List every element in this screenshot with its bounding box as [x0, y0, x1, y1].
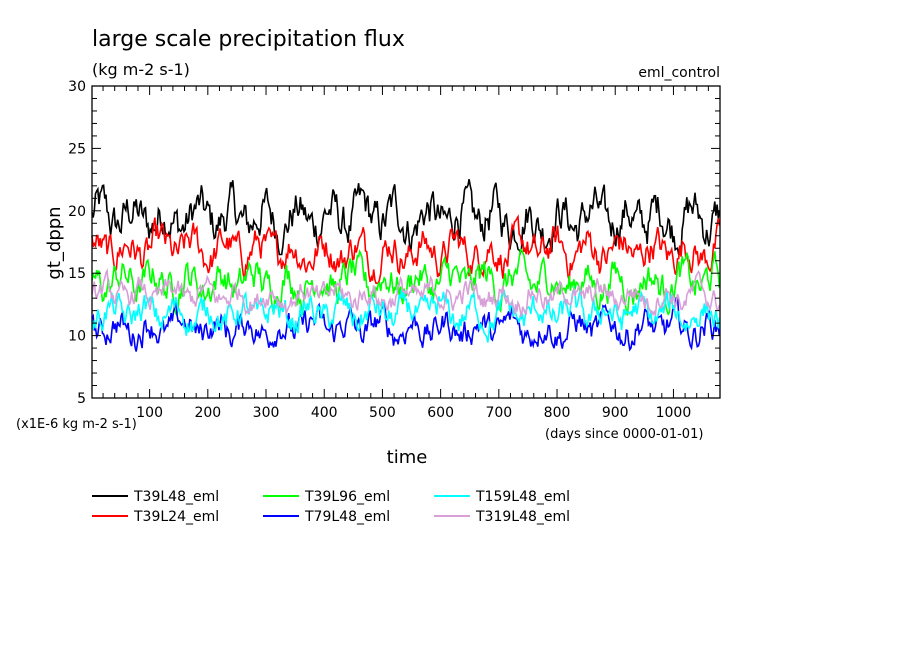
legend-label: T319L48_eml	[475, 509, 570, 525]
x-tick-label: 200	[194, 405, 221, 421]
x-tick-label: 600	[427, 405, 454, 421]
x-tick-label: 500	[369, 405, 396, 421]
series-line-T319L48_eml	[91, 267, 721, 317]
x-tick-label: 400	[311, 405, 338, 421]
y-multiplier-note: (x1E-6 kg m-2 s-1)	[16, 417, 137, 432]
plot-area: 100 200 300 400 500 600 700 800 900 1000 5 10 15 20 25…	[68, 79, 721, 421]
legend-item: T319L48_eml	[434, 509, 570, 525]
x-tick-label: 700	[485, 405, 512, 421]
chart-title: large scale precipitation flux	[92, 27, 405, 52]
series-line-T79L48_eml	[91, 296, 721, 352]
legend-label: T159L48_eml	[475, 489, 570, 505]
x-units-note: (days since 0000-01-01)	[545, 427, 703, 442]
x-tick-label: 300	[253, 405, 280, 421]
chart-subtitle: (kg m-2 s-1)	[92, 60, 190, 79]
y-tick-label: 15	[68, 266, 86, 282]
y-tick-label: 20	[68, 204, 86, 220]
series-line-T39L96_eml	[91, 248, 721, 318]
legend-item: T39L48_eml	[92, 489, 219, 505]
series-line-T39L24_eml	[91, 214, 721, 285]
x-tick-label: 800	[544, 405, 571, 421]
legend-item: T159L48_eml	[434, 489, 570, 505]
legend-label: T39L48_eml	[133, 489, 219, 505]
legend-item: T79L48_eml	[263, 509, 390, 525]
y-tick-label: 30	[68, 79, 86, 95]
x-tick-label: 100	[136, 405, 163, 421]
legend: T39L48_eml T39L24_eml T39L96_eml T79L48_eml…	[92, 489, 570, 525]
y-axis-label: gt_dppn	[44, 206, 65, 279]
y-tick-label: 10	[68, 329, 86, 345]
legend-label: T39L96_eml	[304, 489, 390, 505]
series-line-T39L48_eml	[91, 179, 721, 256]
legend-label: T79L48_eml	[304, 509, 390, 525]
legend-label: T39L24_eml	[133, 509, 219, 525]
x-axis-label: time	[387, 447, 428, 468]
experiment-tag: eml_control	[638, 65, 720, 81]
y-tick-label: 5	[77, 391, 86, 407]
x-tick-label: 1000	[656, 405, 692, 421]
x-tick-label: 900	[602, 405, 629, 421]
y-tick-label: 25	[68, 141, 86, 157]
legend-item: T39L24_eml	[92, 509, 219, 525]
legend-item: T39L96_eml	[263, 489, 390, 505]
